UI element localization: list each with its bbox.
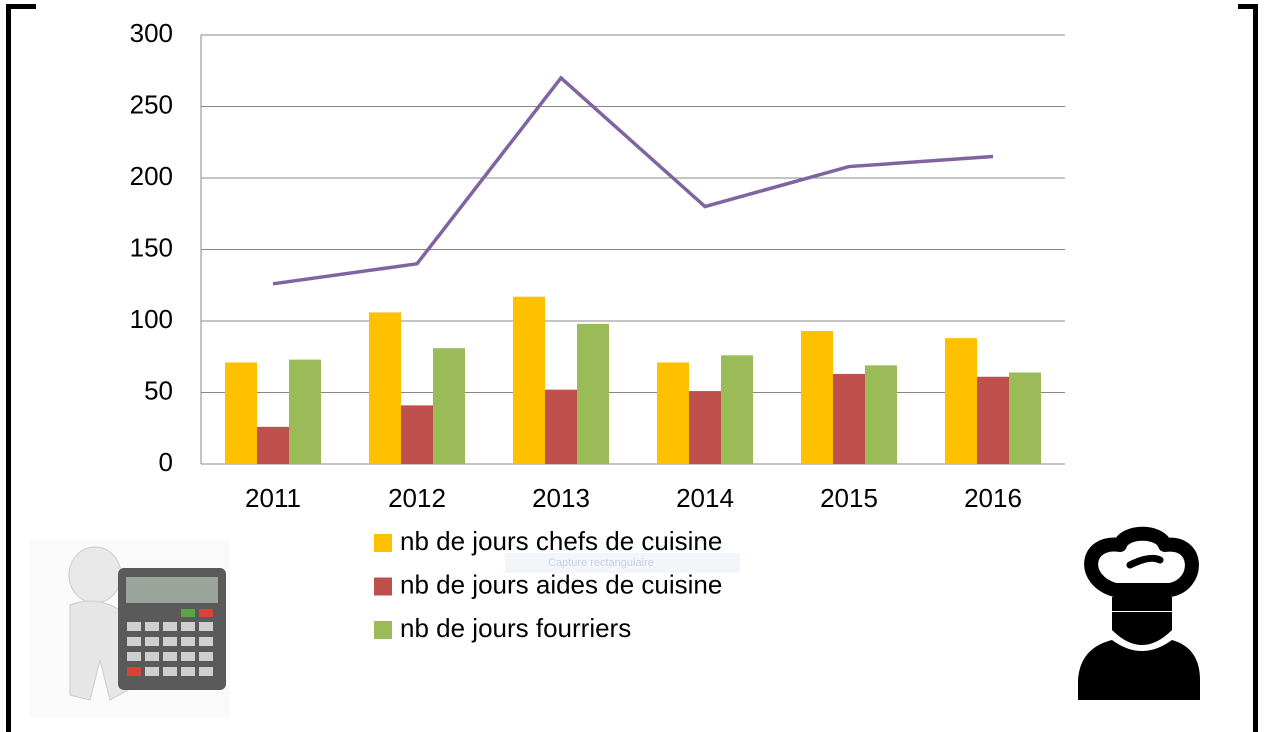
bar — [401, 405, 433, 464]
legend-label: nb de jours fourriers — [400, 613, 631, 643]
line — [272, 75, 994, 286]
bar — [577, 323, 609, 464]
bar — [545, 389, 577, 464]
legend-swatch — [374, 577, 392, 596]
bar — [833, 373, 865, 464]
bar — [225, 362, 257, 464]
bar — [657, 362, 689, 464]
bar — [801, 331, 833, 464]
overlay-box — [505, 553, 740, 573]
legend-label: nb de jours chefs de cuisine — [400, 526, 722, 556]
y-tick-label: 300 — [130, 18, 173, 48]
chef-icon — [1078, 526, 1200, 700]
bar — [689, 391, 721, 464]
bar — [1009, 372, 1041, 464]
x-tick-label: 2015 — [820, 483, 878, 513]
y-tick-label: 100 — [130, 304, 173, 334]
x-tick-label: 2014 — [676, 483, 734, 513]
y-tick-label: 0 — [159, 447, 173, 477]
bar — [721, 355, 753, 464]
y-tick-label: 250 — [130, 89, 173, 119]
x-tick-label: 2016 — [964, 483, 1022, 513]
bar — [977, 376, 1009, 464]
bar — [257, 426, 289, 464]
y-tick-label: 200 — [130, 161, 173, 191]
y-tick-label: 150 — [130, 232, 173, 262]
x-tick-label: 2012 — [388, 483, 446, 513]
x-tick-label: 2013 — [532, 483, 590, 513]
x-tick-label: 2011 — [245, 483, 301, 513]
bar — [433, 348, 465, 464]
calculator-icon — [30, 540, 230, 718]
overlay-text: Capture rectangulaire — [548, 557, 654, 569]
frame — [6, 4, 1258, 732]
legend-label: nb de jours aides de cuisine — [400, 569, 722, 599]
bar — [865, 365, 897, 464]
bar — [289, 359, 321, 464]
bar — [369, 312, 401, 464]
legend-swatch — [374, 621, 392, 639]
legend-swatch — [374, 534, 392, 552]
y-tick-label: 50 — [144, 375, 173, 405]
bar — [513, 296, 545, 464]
bar — [945, 338, 977, 464]
